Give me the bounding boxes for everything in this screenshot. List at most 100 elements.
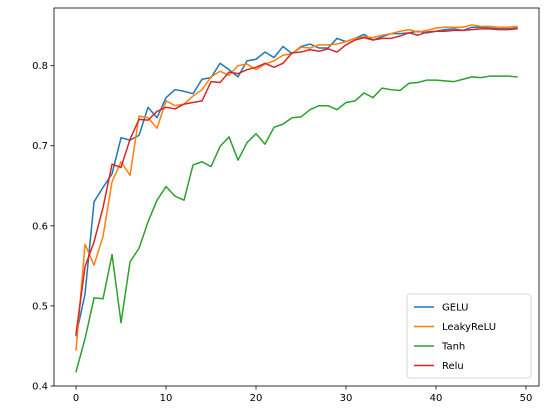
data-point <box>363 33 365 35</box>
data-point <box>183 199 185 201</box>
data-point <box>399 35 401 37</box>
data-point <box>498 28 500 30</box>
legend: GELU LeakyReLU Tanh Relu <box>406 293 532 379</box>
data-point <box>318 47 320 49</box>
data-point <box>372 39 374 41</box>
legend-item-gelu: GELU <box>414 303 468 314</box>
data-point <box>336 43 338 45</box>
data-point <box>336 109 338 111</box>
data-point <box>390 32 392 34</box>
x-tick-label: 20 <box>250 393 263 404</box>
data-point <box>183 103 185 105</box>
y-tick-label: 0.7 <box>32 141 48 152</box>
data-point <box>471 28 473 30</box>
data-point <box>498 26 500 28</box>
data-point <box>480 28 482 30</box>
data-point <box>435 30 437 32</box>
data-point <box>174 195 176 197</box>
data-point <box>399 30 401 32</box>
data-point <box>84 338 86 340</box>
data-point <box>273 66 275 68</box>
data-point <box>84 265 86 267</box>
data-point <box>282 62 284 64</box>
data-point <box>417 81 419 83</box>
data-point <box>246 141 248 143</box>
data-point <box>309 48 311 50</box>
series-line-relu <box>75 28 518 335</box>
series-layer <box>75 24 518 373</box>
data-point <box>408 28 410 30</box>
data-point <box>489 75 491 77</box>
data-point <box>507 28 509 30</box>
data-point <box>507 75 509 77</box>
data-point <box>129 261 131 263</box>
data-point <box>345 101 347 103</box>
legend-label: Relu <box>442 361 464 372</box>
data-point <box>165 100 167 102</box>
data-point <box>282 123 284 125</box>
data-point <box>93 201 95 203</box>
data-point <box>120 137 122 139</box>
data-point <box>201 100 203 102</box>
data-point <box>156 199 158 201</box>
data-point <box>480 76 482 78</box>
data-point <box>201 78 203 80</box>
data-point <box>246 63 248 65</box>
data-point <box>318 105 320 107</box>
data-point <box>453 26 455 28</box>
data-point <box>156 117 158 119</box>
data-point <box>129 138 131 140</box>
y-tick-label: 0.4 <box>32 382 48 393</box>
data-point <box>471 76 473 78</box>
data-point <box>489 28 491 30</box>
data-point <box>219 81 221 83</box>
data-point <box>516 76 518 78</box>
data-point <box>228 74 230 76</box>
data-point <box>372 96 374 98</box>
x-tick-label: 0 <box>73 393 79 404</box>
data-point <box>174 108 176 110</box>
data-point <box>354 39 356 41</box>
data-point <box>435 27 437 29</box>
data-point <box>516 28 518 30</box>
legend-label: Tanh <box>441 342 465 353</box>
data-point <box>75 370 77 372</box>
data-point <box>327 105 329 107</box>
data-point <box>480 25 482 27</box>
data-point <box>138 118 140 120</box>
data-point <box>273 60 275 62</box>
data-point <box>336 37 338 39</box>
data-point <box>237 64 239 66</box>
data-point <box>192 164 194 166</box>
data-point <box>156 127 158 129</box>
data-point <box>363 36 365 38</box>
data-point <box>291 52 293 54</box>
data-point <box>282 45 284 47</box>
data-point <box>138 247 140 249</box>
data-point <box>237 159 239 161</box>
data-point <box>219 62 221 64</box>
y-tick-label: 0.8 <box>32 61 48 72</box>
data-point <box>219 70 221 72</box>
data-point <box>246 60 248 62</box>
data-point <box>183 90 185 92</box>
data-point <box>174 88 176 90</box>
data-point <box>300 116 302 118</box>
data-point <box>327 48 329 50</box>
data-point <box>417 31 419 33</box>
data-point <box>309 109 311 111</box>
data-point <box>93 297 95 299</box>
data-point <box>75 349 77 351</box>
data-point <box>147 221 149 223</box>
data-point <box>318 44 320 46</box>
y-axis: 0.4 0.5 0.6 0.7 0.8 <box>32 61 54 393</box>
data-point <box>381 37 383 39</box>
data-point <box>390 37 392 39</box>
data-point <box>381 87 383 89</box>
data-point <box>408 32 410 34</box>
data-point <box>147 106 149 108</box>
data-point <box>138 115 140 117</box>
data-point <box>228 68 230 70</box>
data-point <box>111 181 113 183</box>
data-point <box>264 143 266 145</box>
